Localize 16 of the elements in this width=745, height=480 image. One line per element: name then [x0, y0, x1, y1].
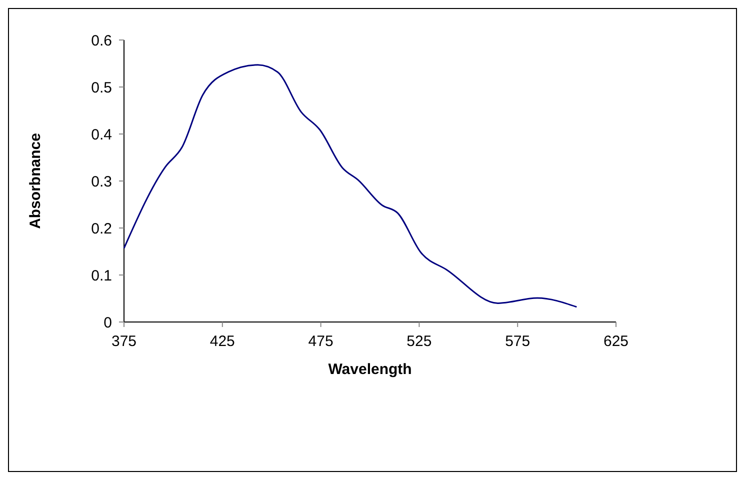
- y-axis-title: Absorbnance: [27, 133, 44, 229]
- y-tick-label: 0.6: [91, 32, 112, 50]
- x-tick-label: 575: [505, 333, 530, 350]
- x-tick-label: 375: [111, 333, 137, 350]
- x-tick-label: 425: [210, 333, 235, 350]
- y-tick-label: 0.4: [91, 126, 112, 144]
- line-series: [123, 64, 578, 308]
- y-tick-label: 0.3: [91, 173, 112, 190]
- y-tick-label: 0.1: [91, 267, 112, 284]
- x-tick-label: 475: [308, 333, 334, 350]
- x-tick-label: 625: [603, 333, 629, 350]
- x-axis-title: Wavelength: [328, 361, 412, 378]
- y-tick-label: 0: [104, 314, 112, 332]
- y-tick-label: 0.5: [91, 79, 112, 96]
- y-tick-label: 0.2: [91, 220, 112, 238]
- x-tick-label: 525: [406, 333, 432, 350]
